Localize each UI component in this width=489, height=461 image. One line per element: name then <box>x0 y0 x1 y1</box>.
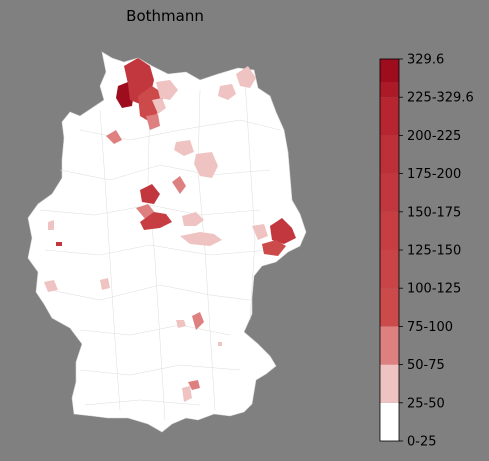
district-borders <box>39 79 281 421</box>
district-owl-north <box>140 184 160 204</box>
district-vorpommern <box>236 66 256 88</box>
colorbar-tick-label: 125-150 <box>407 244 461 259</box>
district-lower-bavaria <box>218 342 222 346</box>
district-upper-franconia <box>192 312 204 330</box>
district-mv-west <box>218 84 236 100</box>
district-brandenburg <box>194 152 218 178</box>
district-upper-bavaria <box>188 380 200 390</box>
colorbar-bin <box>380 135 399 174</box>
map-title: Bothmann <box>126 7 204 25</box>
district-saarland <box>44 280 58 292</box>
colorbar-ticks: 0-25 25-50 50-75 75-100 100-125 125-150 150-17… <box>399 53 474 450</box>
colorbar-bin <box>380 402 399 441</box>
colorbar-bin <box>380 288 399 327</box>
district-cologne-dot <box>56 242 62 246</box>
colorbar-tick-label: 100-125 <box>407 282 461 297</box>
colorbar-tick-label: 175-200 <box>407 167 461 182</box>
district-ostfriesland <box>106 130 122 144</box>
colorbar-bin <box>380 97 399 136</box>
district-franconia <box>176 320 186 328</box>
colorbar-tick-label: 25-50 <box>407 396 445 411</box>
colorbar-bin <box>380 326 399 365</box>
district-stade <box>152 98 166 114</box>
district-havelland <box>174 140 194 156</box>
colorbar-tick-label: 329.6 <box>407 53 444 68</box>
colorbar-tick-label: 0-25 <box>407 435 437 450</box>
germany-landmass <box>27 51 307 433</box>
district-grid <box>39 79 281 421</box>
highlighted-districts <box>44 58 296 402</box>
district-aachen <box>48 220 54 230</box>
district-hamburg-edge <box>146 114 160 130</box>
district-leipzig <box>182 212 204 226</box>
colorbar-bin <box>380 173 399 212</box>
district-holstein <box>138 86 164 122</box>
colorbar-bin <box>380 364 399 403</box>
colorbar-tick-label: 150-175 <box>407 205 461 220</box>
colorbar-bin <box>380 250 399 289</box>
colorbar-tick-label: 200-225 <box>407 129 461 144</box>
district-swabia <box>182 386 192 402</box>
colorbar-tick-label: 75-100 <box>407 320 453 335</box>
district-dresden <box>270 218 296 244</box>
colorbar-tick-label: 225-329.6 <box>407 91 474 106</box>
district-harz <box>172 176 186 194</box>
district-palatinate <box>100 278 110 290</box>
district-erzgebirge <box>252 224 268 240</box>
district-thuringia <box>180 232 222 246</box>
colorbar-bins <box>380 59 399 441</box>
district-luebeck <box>156 80 178 100</box>
colorbar-bin <box>380 59 399 82</box>
colorbar-frame <box>379 58 400 442</box>
colorbar-bin <box>380 211 399 250</box>
district-saxony-east <box>262 240 286 256</box>
germany-outline <box>27 51 307 433</box>
colorbar-tick-label: 50-75 <box>407 358 445 373</box>
district-paderborn <box>140 212 172 230</box>
